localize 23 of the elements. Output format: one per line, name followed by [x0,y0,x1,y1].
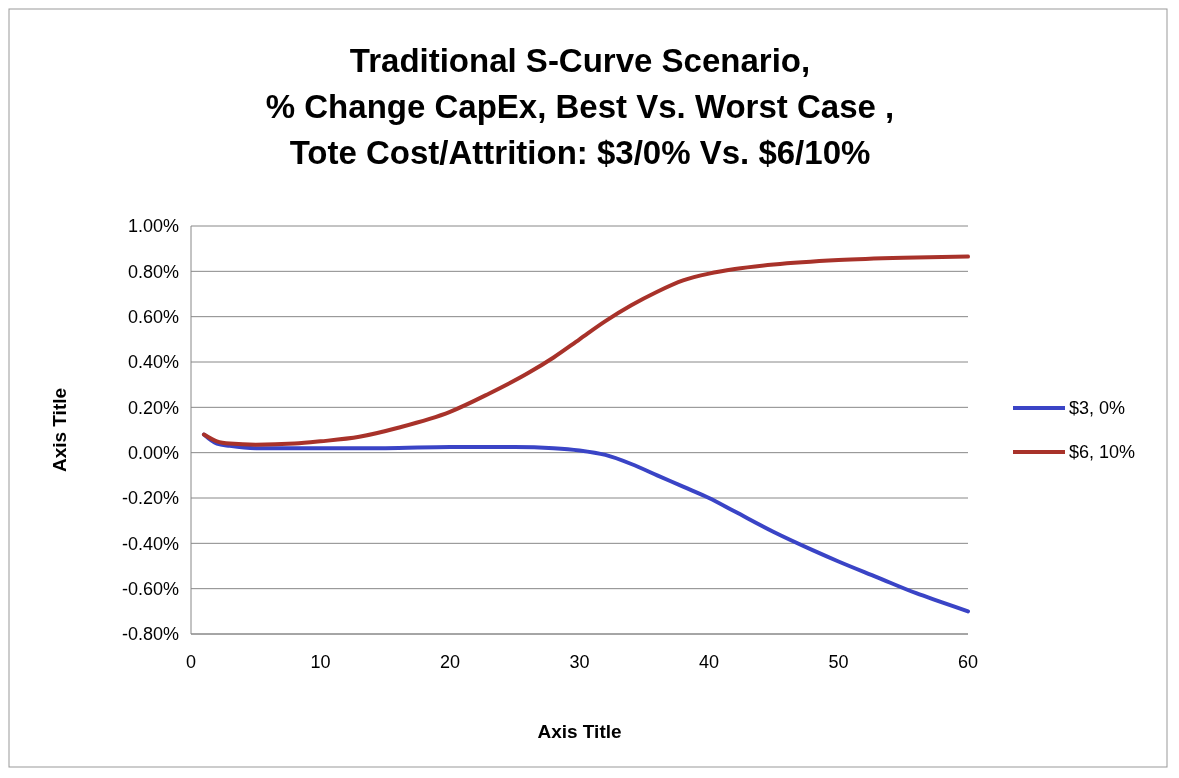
y-tick-label: 0.60% [127,306,179,327]
line-series [201,254,970,447]
y-axis-title: Axis Title [49,387,70,473]
x-tick-label: 50 [828,652,849,672]
x-tick-label: 0 [185,652,197,672]
y-tick-label: 0.00% [127,442,179,463]
x-tick-label: 40 [698,652,720,672]
chart-title: Traditional S-Curve Scenario, % Change CapEx, Best Vs. Worst Case , Tote Cost/Attrition: $3/0% Vs. $6/10% [265,42,895,171]
x-tick-label: 30 [569,652,590,672]
legend-label: $3, 0% [1069,398,1126,419]
y-tick-label: 0.40% [127,352,179,373]
x-axis-title: Axis Title [537,721,622,742]
y-tick-label: -0.40% [121,533,179,554]
x-tick-label: 20 [439,652,461,672]
legend-label: $6, 10% [1069,442,1136,463]
x-tick-label: 10 [310,652,331,672]
y-tick-label: 0.20% [127,397,179,418]
y-tick-label: 1.00% [127,216,179,237]
y-tick-label: 0.80% [127,261,179,282]
x-tick-label: 60 [957,652,979,672]
y-tick-label: -0.60% [121,578,179,599]
y-tick-label: -0.20% [121,488,179,509]
y-tick-label: -0.80% [121,624,179,645]
